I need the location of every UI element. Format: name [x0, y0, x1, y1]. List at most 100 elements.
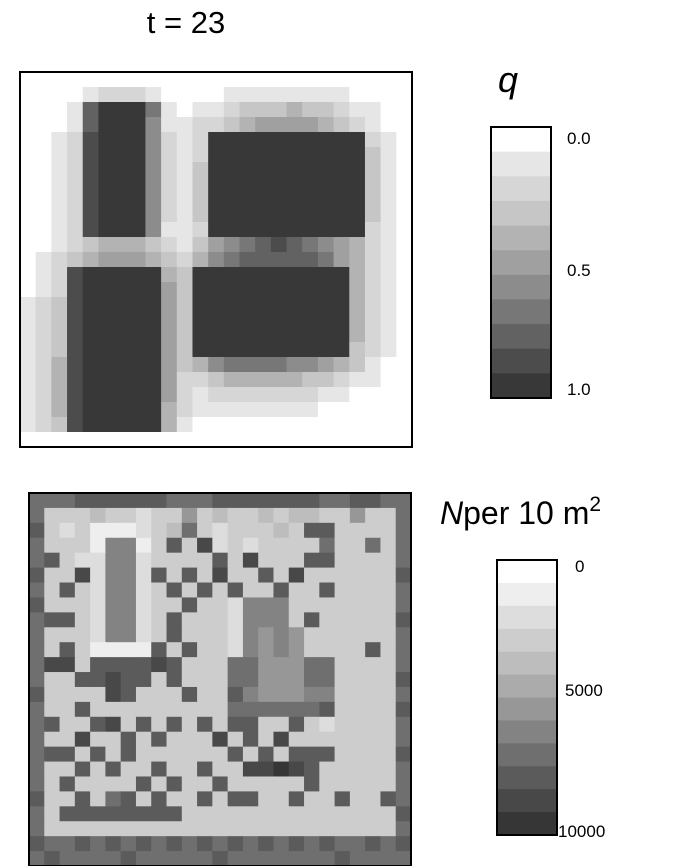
n-heatmap-cell: [242, 701, 259, 718]
n-heatmap-cell: [197, 821, 213, 837]
q-heatmap-cell: [255, 432, 272, 448]
n-heatmap-cell: [380, 746, 397, 763]
n-heatmap-cell: [242, 672, 259, 688]
n-heatmap-cell: [258, 567, 275, 584]
q-heatmap-cell: [67, 102, 84, 118]
n-heatmap-cell: [212, 701, 229, 718]
q-heatmap-cell: [255, 72, 272, 88]
q-heatmap-cell: [333, 102, 350, 118]
n-heatmap-cell: [319, 746, 336, 763]
n-heatmap-cell: [90, 493, 106, 509]
n-heatmap-cell: [288, 701, 305, 718]
q-heatmap-cell: [114, 342, 131, 358]
q-heatmap-cell: [208, 312, 225, 328]
q-colorbar-swatch: [491, 373, 551, 399]
q-heatmap-cell: [396, 342, 413, 358]
n-heatmap-cell: [304, 686, 320, 703]
n-heatmap-cell: [319, 716, 336, 733]
n-heatmap-cell: [334, 731, 351, 748]
q-heatmap-cell: [129, 237, 147, 253]
q-heatmap-cell: [208, 162, 225, 178]
q-heatmap-cell: [364, 207, 382, 223]
q-heatmap-cell: [239, 192, 256, 208]
n-heatmap-cell: [181, 836, 198, 852]
n-heatmap-cell: [242, 776, 259, 792]
n-heatmap-cell: [395, 776, 412, 792]
q-heatmap-cell: [35, 237, 52, 253]
q-heatmap-cell: [270, 327, 288, 343]
n-heatmap-cell: [365, 642, 382, 658]
n-heatmap-cell: [197, 537, 213, 554]
q-heatmap-cell: [51, 132, 68, 148]
n-heatmap-cell: [334, 701, 351, 718]
n-heatmap-cell: [44, 567, 61, 584]
n-heatmap-cell: [90, 836, 106, 852]
n-heatmap-cell: [365, 701, 382, 718]
q-heatmap-cell: [380, 222, 397, 238]
n-heatmap-cell: [74, 686, 91, 703]
n-heatmap-cell: [59, 731, 76, 748]
n-heatmap-cell: [380, 791, 397, 807]
n-heatmap-cell: [166, 806, 183, 822]
q-heatmap-cell: [208, 207, 225, 223]
n-tick-0: 0: [575, 557, 585, 576]
q-heatmap-cell: [98, 372, 115, 388]
q-heatmap-cell: [349, 162, 366, 178]
q-heatmap-cell: [302, 252, 319, 268]
q-heatmap-cell: [349, 297, 366, 313]
q-heatmap-cell: [286, 357, 303, 373]
q-heatmap-cell: [380, 327, 397, 343]
n-heatmap-cell: [59, 493, 76, 509]
q-heatmap-cell: [396, 267, 413, 283]
q-heatmap-cell: [255, 387, 272, 403]
q-heatmap-cell: [333, 417, 350, 433]
q-heatmap-cell: [270, 342, 288, 358]
q-heatmap-cell: [255, 132, 272, 148]
q-heatmap-cell: [364, 117, 382, 133]
n-heatmap-cell: [242, 522, 259, 539]
q-heatmap-cell: [396, 87, 413, 103]
q-heatmap-cell: [98, 102, 115, 118]
n-heatmap-cell: [197, 522, 213, 539]
q-heatmap-cell: [270, 237, 288, 253]
n-heatmap-cell: [90, 851, 106, 866]
q-heatmap-cell: [302, 192, 319, 208]
n-heatmap-cell: [135, 582, 152, 599]
q-heatmap-cell: [349, 267, 366, 283]
q-heatmap-cell: [333, 402, 350, 418]
q-heatmap-cell: [302, 387, 319, 403]
n-heatmap-cell: [105, 567, 122, 584]
n-heatmap-cell: [120, 806, 137, 822]
n-heatmap-cell: [166, 821, 183, 837]
n-colorbar-swatch: [497, 789, 557, 813]
q-heatmap-cell: [129, 72, 147, 88]
n-heatmap-cell: [288, 657, 305, 673]
n-colorbar-swatch: [497, 766, 557, 790]
n-heatmap-cell: [197, 791, 213, 807]
q-heatmap-cell: [317, 372, 335, 388]
q-heatmap-cell: [223, 357, 241, 373]
n-heatmap-cell: [288, 522, 305, 539]
n-heatmap-cell: [212, 686, 229, 703]
q-heatmap-cell: [67, 162, 84, 178]
q-heatmap-cell: [20, 357, 37, 373]
n-heatmap-cell: [120, 701, 137, 718]
n-heatmap-cell: [44, 672, 61, 688]
q-heatmap-cell: [98, 132, 115, 148]
q-heatmap-cell: [270, 252, 288, 268]
n-heatmap-cell: [334, 791, 351, 807]
n-heatmap-cell: [242, 507, 259, 524]
n-heatmap-cell: [304, 582, 320, 599]
n-heatmap-cell: [59, 657, 76, 673]
q-heatmap-cell: [145, 252, 162, 268]
q-heatmap-cell: [98, 147, 115, 163]
q-heatmap-cell: [176, 72, 194, 88]
q-heatmap-cell: [239, 222, 256, 238]
n-heatmap-cell: [197, 657, 213, 673]
n-heatmap-cell: [273, 627, 290, 643]
n-heatmap-cell: [135, 716, 152, 733]
q-heatmap-cell: [380, 417, 397, 433]
q-colorbar-swatch: [491, 348, 551, 374]
q-heatmap-cell: [208, 267, 225, 283]
